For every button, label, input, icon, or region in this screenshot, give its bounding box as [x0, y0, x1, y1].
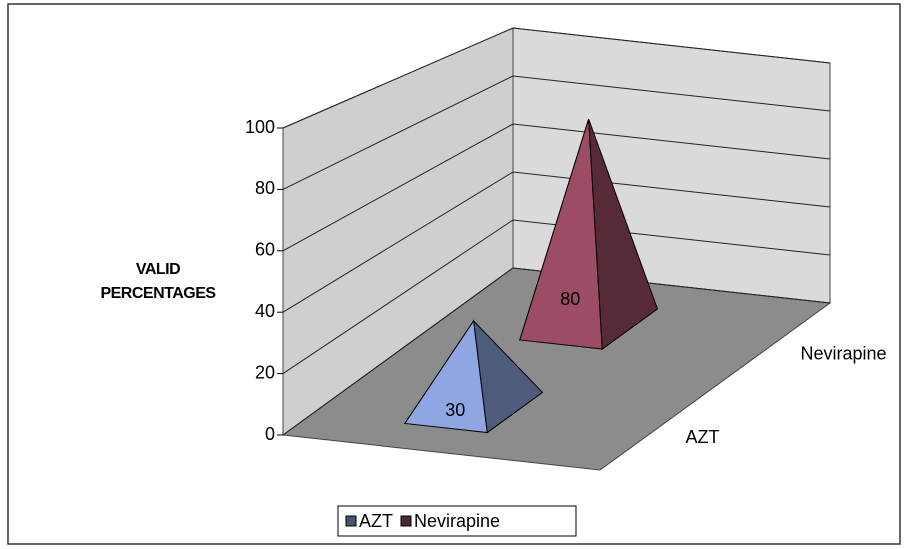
- legend-label: AZT: [359, 511, 393, 531]
- legend-swatch: [400, 515, 412, 527]
- depth-tick-label: AZT: [686, 427, 720, 447]
- data-label: 30: [445, 400, 465, 420]
- grid-line: [282, 219, 831, 375]
- y-tick-label: 40: [255, 301, 275, 321]
- y-tick-label: 60: [255, 240, 275, 260]
- pyramid-right-face: [472, 319, 544, 434]
- grid-line: [282, 75, 831, 190]
- legend-label: Nevirapine: [414, 511, 500, 531]
- pyramid-right-face: [588, 118, 659, 350]
- legend-box: [337, 505, 577, 537]
- depth-tick-label: Nevirapine: [801, 344, 887, 364]
- grid-line: [282, 267, 831, 436]
- y-tick-label: 80: [255, 178, 275, 198]
- y-axis-label: VALID PERCENTAGES: [100, 261, 216, 302]
- data-label: 80: [560, 289, 580, 309]
- y-tick-label: 20: [255, 362, 275, 382]
- legend-swatch: [345, 515, 357, 527]
- y-tick-label: 0: [265, 424, 275, 444]
- y-tick-label: 100: [245, 117, 275, 137]
- grid-line: [282, 27, 831, 129]
- grid-line: [282, 123, 831, 252]
- grid-line: [282, 171, 831, 313]
